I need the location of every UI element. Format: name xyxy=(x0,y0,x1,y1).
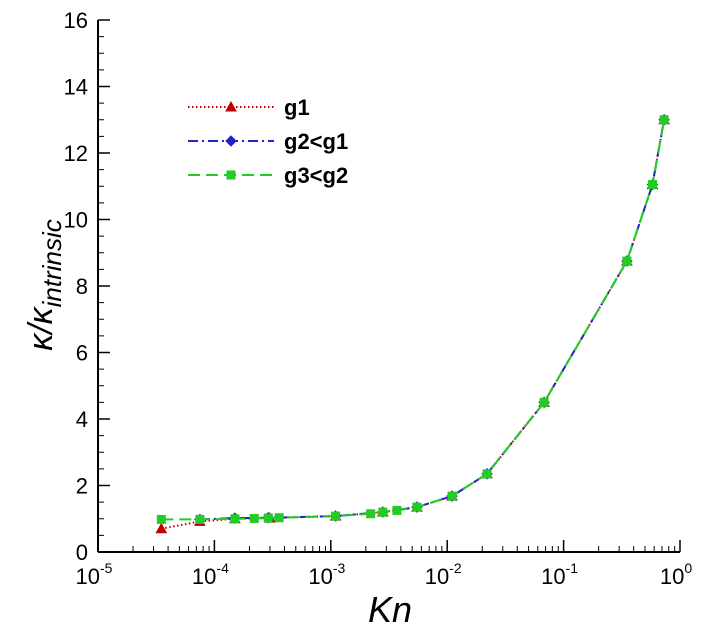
x-tick-exponent: 0 xyxy=(684,560,692,576)
data-point xyxy=(274,513,284,523)
x-tick-exponent: -3 xyxy=(333,560,346,576)
series-line xyxy=(161,119,666,521)
x-tick-base: 10 xyxy=(76,564,100,589)
y-tick-label: 4 xyxy=(76,407,88,432)
series-3 xyxy=(156,115,669,524)
x-tick-base: 10 xyxy=(660,564,684,589)
data-point xyxy=(647,180,657,190)
data-point xyxy=(622,256,632,266)
x-tick-exponent: -1 xyxy=(566,560,579,576)
x-tick-base: 10 xyxy=(541,564,565,589)
y-tick-label: 8 xyxy=(76,274,88,299)
legend-item: g1 xyxy=(188,95,310,120)
data-point xyxy=(249,513,259,523)
x-tick-exponent: -4 xyxy=(216,560,229,576)
x-tick-label: 100 xyxy=(660,560,692,589)
data-point xyxy=(366,509,376,519)
data-point xyxy=(156,514,166,524)
y-tick-label: 12 xyxy=(64,141,88,166)
x-tick-base: 10 xyxy=(425,564,449,589)
x-tick-label: 10-4 xyxy=(192,560,229,589)
data-point xyxy=(659,115,669,125)
data-point xyxy=(195,514,205,524)
y-axis-title: κ/κintrinsic xyxy=(22,219,67,351)
x-tick-label: 10-3 xyxy=(308,560,345,589)
legend: g1 g2<g1 g3<g2 xyxy=(188,95,348,188)
x-tick-label: 10-2 xyxy=(425,560,462,589)
x-tick-exponent: -2 xyxy=(449,560,462,576)
series-layer xyxy=(155,113,670,534)
data-point xyxy=(412,502,422,512)
legend-label: g1 xyxy=(284,95,310,120)
data-point xyxy=(263,513,273,523)
y-tick-label: 10 xyxy=(64,208,88,233)
y-tick-label: 2 xyxy=(76,474,88,499)
legend-marker xyxy=(226,170,236,180)
x-tick-label: 10-1 xyxy=(541,560,578,589)
legend-item: g3<g2 xyxy=(188,163,348,188)
y-axis-title-main: κ/κ xyxy=(22,305,60,350)
legend-marker xyxy=(225,100,237,112)
series-line xyxy=(199,119,666,521)
axes-frame xyxy=(97,19,681,553)
x-tick-exponent: -5 xyxy=(100,560,113,576)
data-point xyxy=(447,491,457,501)
data-point xyxy=(331,511,341,521)
x-tick-label: 10-5 xyxy=(76,560,113,589)
data-point xyxy=(378,507,388,517)
data-point xyxy=(539,397,549,407)
series-line xyxy=(161,119,666,530)
legend-label: g3<g2 xyxy=(284,163,348,188)
x-axis-title: Kn xyxy=(368,589,412,630)
legend-label: g2<g1 xyxy=(284,129,348,154)
x-tick-base: 10 xyxy=(308,564,332,589)
data-point xyxy=(482,469,492,479)
y-tick-label: 14 xyxy=(64,75,88,100)
data-point xyxy=(392,505,402,515)
series-2 xyxy=(194,114,670,526)
y-tick-label: 0 xyxy=(76,540,88,565)
y-axis-title-subscript: intrinsic xyxy=(37,219,67,307)
y-tick-label: 16 xyxy=(64,8,88,33)
data-point xyxy=(155,522,168,534)
x-tick-base: 10 xyxy=(192,564,216,589)
data-point xyxy=(230,514,240,524)
y-tick-label: 6 xyxy=(76,341,88,366)
legend-item: g2<g1 xyxy=(188,129,348,154)
legend-marker xyxy=(225,135,237,147)
